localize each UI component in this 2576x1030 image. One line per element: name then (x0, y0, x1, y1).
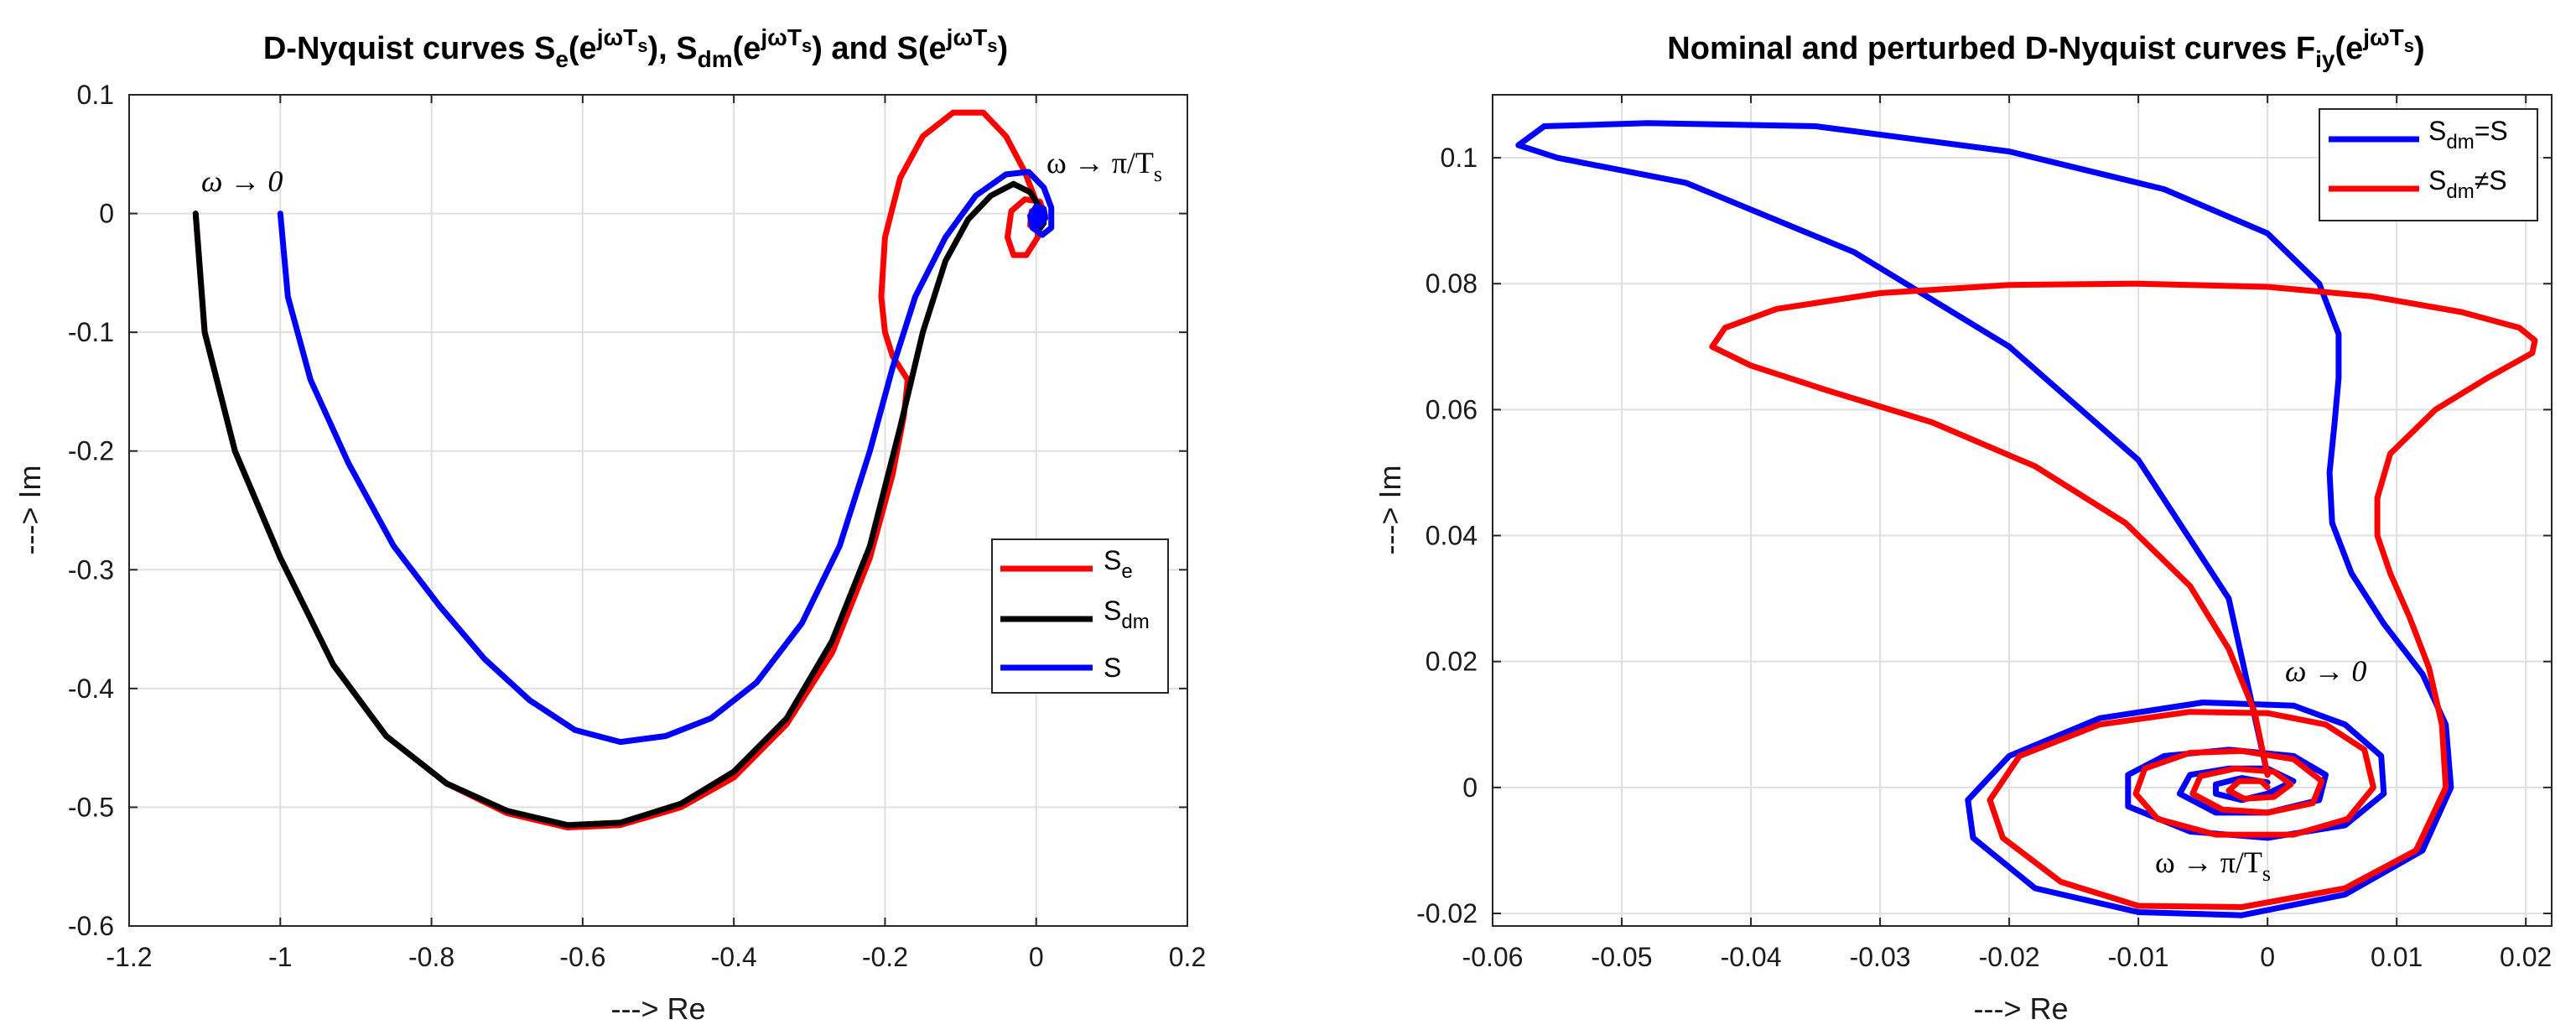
left-legend-label-se: Se (1104, 545, 1133, 583)
right-axes-box (1492, 94, 2553, 927)
y-tick-label: -0.4 (68, 674, 114, 704)
x-tick-label: -0.05 (1592, 942, 1653, 972)
y-tick-label: 0.08 (1426, 268, 1478, 299)
x-tick-label: -0.2 (862, 942, 908, 972)
y-tick-label: -0.2 (68, 436, 114, 466)
y-tick-label: -0.6 (68, 911, 114, 941)
x-tick-label: -0.03 (1850, 942, 1911, 972)
y-tick-label: 0 (1462, 772, 1478, 803)
y-tick-label: 0.04 (1426, 521, 1478, 551)
x-tick-label: -0.01 (2108, 942, 2169, 972)
series-line-sdms (1515, 120, 2454, 918)
right-x-ticks: -0.06 -0.05 -0.04 -0.03 -0.02 -0.01 0 0.01 0.02 (1462, 95, 2552, 972)
y-tick-label: -0.3 (68, 554, 114, 585)
right-annotation-omega-pi: ω → π/Ts (2155, 845, 2271, 886)
x-tick-label: -0.6 (559, 942, 605, 972)
x-tick-label: -0.02 (1979, 942, 2040, 972)
right-legend: Sdm=S Sdm≠S (2319, 108, 2538, 221)
x-tick-label: -1 (268, 942, 292, 972)
series-line-se (192, 109, 1048, 830)
y-tick-label: -0.1 (68, 317, 114, 347)
y-tick-label: 0.02 (1426, 647, 1478, 677)
left-series (192, 109, 1055, 830)
right-x-axis-label: ---> Re (1973, 991, 2068, 1026)
series-line-sdm (192, 180, 1047, 829)
left-legend-label-sdm: Sdm (1104, 596, 1150, 633)
left-annotation-omega-zero: ω → 0 (201, 164, 283, 198)
right-y-axis-label: ---> Im (1373, 466, 1407, 555)
left-plot: D-Nyquist curves Se(ejωTs), Sdm(ejωTs) a… (13, 24, 1206, 1026)
left-y-axis-label: ---> Im (13, 466, 47, 555)
x-tick-label: 0.2 (1169, 942, 1206, 972)
y-tick-label: 0 (99, 199, 114, 229)
y-tick-label: -0.5 (68, 792, 114, 822)
left-x-axis-label: ---> Re (610, 991, 705, 1026)
x-tick-label: -0.4 (711, 942, 757, 972)
x-tick-label: 0.02 (2500, 942, 2552, 972)
y-tick-label: 0.06 (1426, 394, 1478, 424)
y-tick-label: 0.1 (1441, 143, 1478, 173)
x-tick-label: -0.06 (1462, 942, 1524, 972)
left-y-ticks: -0.6 -0.5 -0.4 -0.3 -0.2 -0.1 0 0.1 (68, 80, 1187, 941)
y-tick-label: 0.1 (77, 80, 114, 110)
x-tick-label: 0 (2260, 942, 2275, 972)
left-legend: Se Sdm S (991, 538, 1169, 694)
series-line-s (277, 169, 1055, 746)
left-axes-box (128, 94, 1188, 927)
left-chart-title: D-Nyquist curves Se(ejωTs), Sdm(ejωTs) a… (263, 24, 1008, 72)
y-tick-label: -0.02 (1416, 898, 1478, 929)
x-tick-label: 0.01 (2371, 942, 2423, 972)
right-legend-box (2319, 108, 2538, 221)
left-x-ticks: -1.2 -1 -0.8 -0.6 -0.4 -0.2 0 0.2 (106, 95, 1206, 972)
left-legend-label-s: S (1104, 653, 1121, 683)
left-annotation-omega-pi: ω → π/Ts (1046, 146, 1162, 186)
x-tick-label: -0.04 (1721, 942, 1782, 972)
x-tick-label: -0.8 (408, 942, 454, 972)
right-plot: Nominal and perturbed D-Nyquist curves F… (1373, 24, 2553, 1026)
right-y-ticks: -0.02 0 0.02 0.04 0.06 0.08 0.1 (1416, 143, 2552, 929)
right-annotation-omega-zero: ω → 0 (2285, 654, 2366, 688)
right-legend-label-perturbed: Sdm≠S (2428, 165, 2507, 203)
right-legend-label-nominal: Sdm=S (2428, 116, 2508, 153)
right-chart-title: Nominal and perturbed D-Nyquist curves F… (1667, 24, 2424, 72)
right-series (1515, 120, 2538, 918)
series-line-sdms (1709, 280, 2538, 910)
x-tick-label: 0 (1029, 942, 1044, 972)
x-tick-label: -1.2 (106, 942, 152, 972)
